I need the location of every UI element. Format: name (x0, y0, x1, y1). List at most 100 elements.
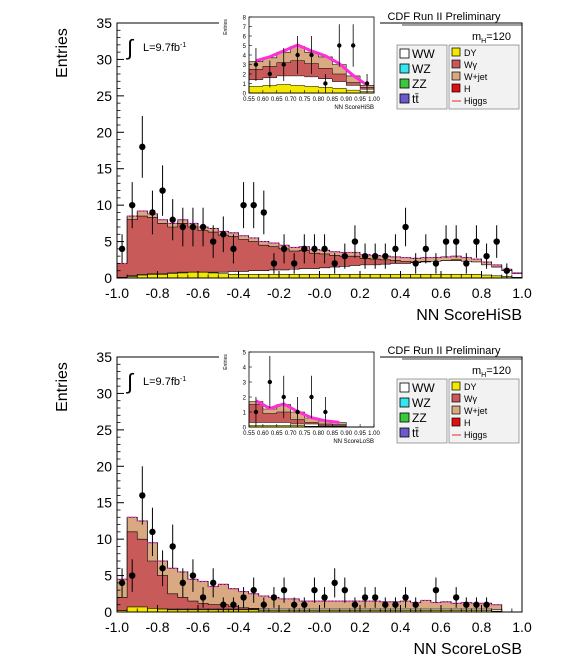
inset-y-tick-label: 2 (243, 396, 247, 402)
y-tick-label: 35 (96, 349, 112, 365)
legend-label: W+jet (464, 406, 488, 416)
y-tick-label: 30 (96, 51, 112, 67)
inset-data-point (295, 409, 300, 415)
data-point (351, 238, 359, 245)
legend-swatch (451, 417, 461, 427)
inset-x-tick-label: 0.55 (243, 431, 255, 437)
x-tick-label: 1.0 (512, 285, 532, 301)
data-point (169, 543, 176, 550)
data-point (473, 238, 480, 245)
data-point (139, 143, 146, 151)
legend-label: WW (412, 47, 435, 61)
x-tick-label: -0.4 (226, 285, 250, 301)
data-point (311, 245, 318, 253)
inset-x-tick-label: 0.80 (313, 431, 325, 437)
inset-y-tick-label: 0 (243, 92, 247, 98)
x-tick-label: -0.2 (267, 285, 291, 301)
legend-label: Wγ (464, 394, 477, 404)
y-tick-label: 5 (104, 234, 112, 250)
inset-x-tick-label: 0.95 (354, 431, 366, 437)
x-tick-label: 0.2 (350, 285, 370, 301)
inset-y-axis-label: Entries (223, 354, 229, 370)
data-point (128, 572, 136, 579)
inset-x-tick-label: 0.60 (257, 97, 269, 103)
inset-y-tick-label: 5 (243, 44, 247, 50)
inset-y-tick-label: 4 (243, 366, 247, 372)
data-point (463, 260, 470, 267)
y-tick-label: 10 (96, 531, 112, 547)
data-point (392, 245, 399, 253)
data-point (321, 245, 328, 253)
data-point (290, 601, 298, 608)
luminosity-label: L=9.7fb-1 (143, 42, 186, 54)
inset-x-tick-label: 1.00 (368, 97, 380, 103)
inset-x-tick-label: 0.60 (257, 431, 269, 437)
legend-label: DY (464, 382, 477, 392)
inset-x-tick-label: 0.65 (271, 431, 283, 437)
legend-box-right (448, 378, 520, 444)
inset-x-tick-label: 0.55 (243, 97, 255, 103)
data-point (382, 252, 389, 260)
data-point (209, 579, 217, 587)
inset-data-point (323, 81, 328, 86)
inset-y-tick-label: 5 (243, 351, 247, 357)
legend-label: tt̄ (412, 426, 419, 440)
x-tick-label: -0.6 (186, 285, 210, 301)
inset-y-tick-label: 4 (243, 54, 247, 60)
data-point (301, 245, 308, 253)
inset-data-point (309, 394, 314, 400)
inset-x-tick-label: 0.75 (299, 97, 311, 103)
legend-swatch (399, 397, 410, 408)
inset-x-tick-label: 0.70 (285, 431, 297, 437)
inset-y-tick-label: 0 (243, 426, 247, 432)
inset-data-point (281, 62, 286, 67)
data-point (230, 245, 237, 253)
legend-swatch (451, 381, 461, 391)
inset-data-point (253, 62, 259, 67)
data-point (392, 601, 399, 608)
legend-label: DY (464, 48, 477, 58)
data-point (371, 252, 379, 260)
inset-data-point (350, 43, 356, 48)
data-point (179, 579, 187, 587)
data-point (270, 594, 278, 601)
legend-label: WZ (412, 396, 431, 410)
stack-total-area (116, 516, 522, 613)
inset-y-tick-label: 7 (243, 25, 247, 31)
data-point (382, 601, 389, 608)
y-tick-label: 25 (96, 422, 112, 438)
x-tick-label: -0.0 (307, 619, 331, 635)
legend-swatch (399, 48, 410, 59)
legend-swatch (399, 78, 410, 89)
legend-label: ZZ (412, 77, 427, 91)
data-points (118, 466, 490, 612)
legend-swatch (399, 382, 410, 393)
inset-x-tick-label: 0.90 (340, 431, 352, 437)
x-axis-label: NN ScoreLoSB (414, 641, 523, 658)
data-point (483, 252, 490, 260)
data-point (432, 260, 440, 267)
data-point (118, 579, 126, 587)
inset-y-tick-label: 1 (243, 82, 247, 88)
legend-label: Wγ (464, 60, 477, 70)
y-tick-label: 10 (96, 197, 112, 213)
data-points (118, 115, 511, 278)
data-point (159, 187, 166, 194)
y-tick-label: 15 (96, 495, 112, 511)
x-tick-label: 0.8 (472, 619, 492, 635)
inset-x-tick-label: 0.85 (326, 97, 338, 103)
data-point (240, 594, 247, 601)
data-point (220, 231, 227, 238)
legend-label: W+jet (464, 72, 488, 82)
x-tick-label: 0.2 (350, 619, 370, 635)
data-point (189, 572, 197, 579)
inset-data-point (253, 409, 259, 415)
legend-label: ZZ (412, 411, 427, 425)
data-point (220, 601, 227, 608)
legend-box-right (448, 44, 520, 110)
data-point (240, 201, 247, 209)
